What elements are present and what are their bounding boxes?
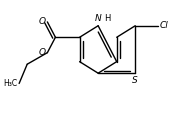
- Text: N: N: [95, 14, 102, 23]
- Text: Cl: Cl: [159, 21, 168, 30]
- Text: H: H: [104, 14, 110, 23]
- Text: O: O: [39, 17, 46, 26]
- Text: O: O: [39, 48, 46, 57]
- Text: S: S: [132, 76, 138, 85]
- Text: H₃C: H₃C: [3, 79, 17, 88]
